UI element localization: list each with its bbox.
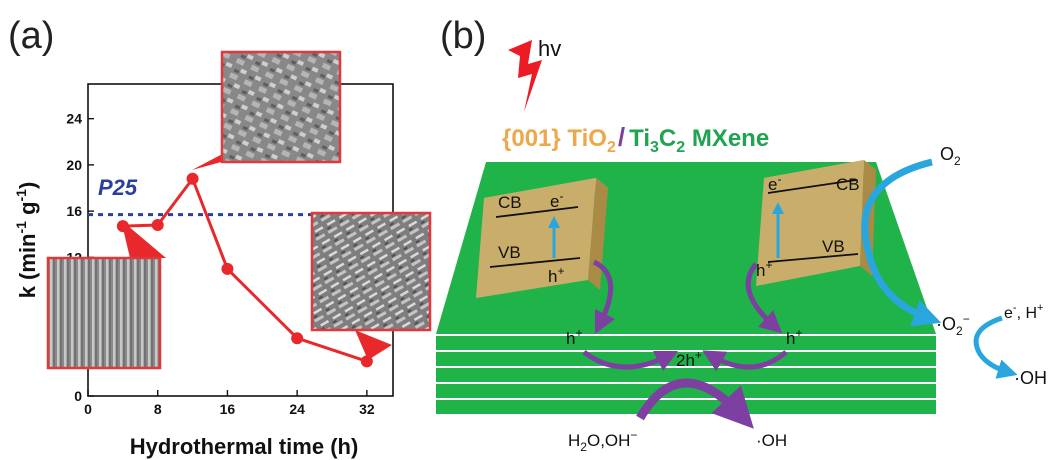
y-axis-label: k (min-1 g-1) xyxy=(13,182,40,299)
superoxide-label: ·O2− xyxy=(936,312,970,338)
sem-image-32h xyxy=(310,211,432,332)
hole-transfer-arrow-left xyxy=(592,259,616,335)
lightning-icon xyxy=(508,40,542,112)
hole-label-right: h+ xyxy=(756,258,772,280)
panel-a-label: (a) xyxy=(8,15,54,57)
x-tick-label: 24 xyxy=(289,401,305,417)
oxidation-arc-left xyxy=(582,350,679,372)
y-tick-label: 0 xyxy=(74,388,82,404)
hydroxyl-radical-bottom: ·OH xyxy=(756,431,787,450)
electron-label-right: e- xyxy=(768,172,781,194)
x-axis-ticks: 0 8 16 24 32 xyxy=(84,390,375,417)
x-tick-label: 16 xyxy=(220,401,236,417)
two-holes-label: 2h+ xyxy=(676,348,702,370)
hole-transfer-arrow-right xyxy=(745,262,783,334)
vb-label-left: VB xyxy=(498,243,521,262)
diagram-title: {001} TiO2/Ti3C2 MXene xyxy=(502,122,769,156)
oxygen-reduction-arrow xyxy=(861,158,942,327)
panel-b-diagram: (b) hv {001} TiO2/Ti3C2 MXene CB VB xyxy=(436,15,1047,454)
data-point xyxy=(151,218,164,231)
hole-label-left: h+ xyxy=(548,264,564,286)
cb-label-right: CB xyxy=(836,175,860,194)
water-oxidation-arrow xyxy=(636,378,754,429)
oxidation-arc-right xyxy=(702,350,788,372)
y-tick-label: 16 xyxy=(66,203,82,219)
sem-image-12h xyxy=(220,50,342,164)
superoxide-to-hydroxyl-arrow xyxy=(973,315,1018,379)
x-axis-label: Hydrothermal time (h) xyxy=(130,434,359,459)
p25-label: P25 xyxy=(98,175,138,200)
oxygen-label: O2 xyxy=(940,144,961,168)
sem-image-4h xyxy=(46,256,162,370)
x-tick-label: 8 xyxy=(154,401,162,417)
panel-b-label: (b) xyxy=(440,15,486,57)
vb-label-right: VB xyxy=(822,237,845,256)
x-tick-label: 0 xyxy=(84,401,92,417)
holes-label-right: h+ xyxy=(786,326,802,348)
callout-wedge-32h xyxy=(355,330,392,360)
data-point xyxy=(221,262,234,275)
x-tick-label: 32 xyxy=(359,401,375,417)
y-tick-label: 24 xyxy=(66,111,82,127)
cb-label-left: CB xyxy=(498,193,522,212)
light-label: hv xyxy=(538,36,561,61)
data-point xyxy=(291,332,304,345)
electron-label-left: e- xyxy=(550,189,563,211)
holes-label-left: h+ xyxy=(566,326,582,348)
y-tick-label: 20 xyxy=(66,157,82,173)
electron-proton-label: e-, H+ xyxy=(1004,302,1043,322)
callout-wedge-4h xyxy=(121,220,166,258)
data-point xyxy=(186,172,199,185)
tio2-crystal-left: CB VB e- h+ xyxy=(476,178,608,298)
hydroxyl-radical-right: ·OH xyxy=(1014,368,1047,388)
reactant-label: H2O,OH− xyxy=(568,428,637,454)
